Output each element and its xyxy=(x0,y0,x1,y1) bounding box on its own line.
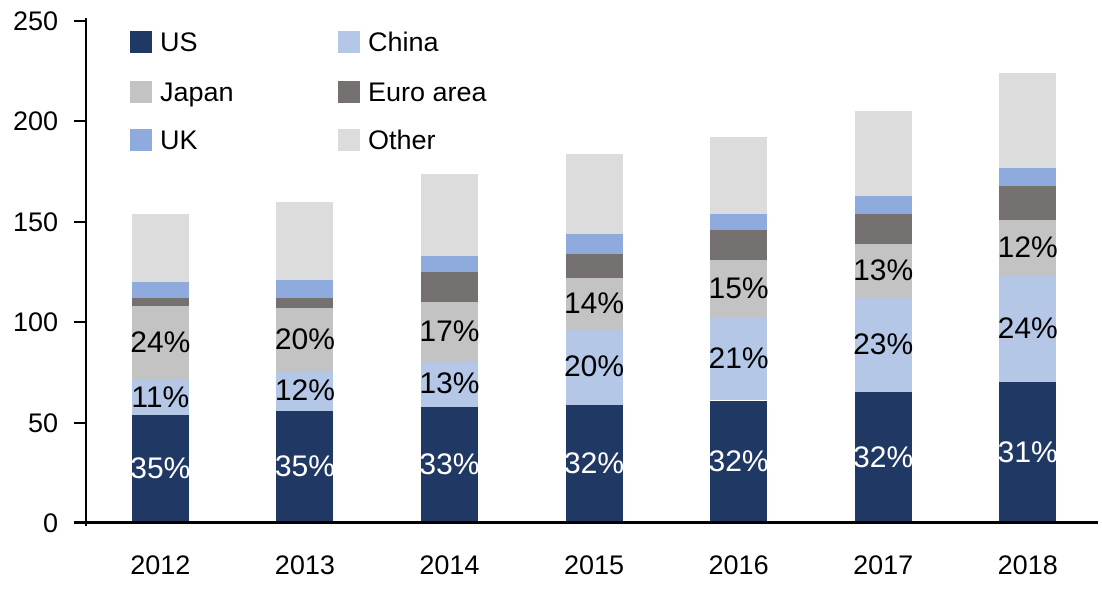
x-axis-label-2013: 2013 xyxy=(274,550,335,580)
bar-2013-other-segment xyxy=(276,201,334,281)
x-axis-label-2012: 2012 xyxy=(130,550,191,580)
bar-2017-china-label: 23% xyxy=(853,328,914,362)
legend-label-euro-area: Euro area xyxy=(368,77,487,107)
legend-label-uk: UK xyxy=(160,125,198,155)
bar-2015-uk-segment xyxy=(565,233,623,254)
bar-2018-uk-segment xyxy=(999,167,1057,186)
bar-2014-uk-segment xyxy=(420,255,478,272)
bar-2018-japan-segment xyxy=(999,219,1057,276)
legend-label-china: China xyxy=(368,27,439,57)
bar-2014-japan-segment xyxy=(420,302,478,363)
x-axis-line xyxy=(74,521,1098,524)
bar-2014-us-segment xyxy=(420,406,478,523)
bar-2013-uk-segment xyxy=(276,280,334,299)
bar-2015-us-segment xyxy=(565,404,623,523)
bar-2017-japan-label: 13% xyxy=(853,253,914,287)
bar-2016-china-segment xyxy=(710,318,768,401)
x-axis-label-2017: 2017 xyxy=(853,550,914,580)
bar-2018-other-segment xyxy=(999,73,1057,168)
bar-2016-other-segment xyxy=(710,137,768,214)
y-axis-tick xyxy=(74,220,87,223)
bar-2017-us-segment xyxy=(854,392,912,523)
bar-2017-us-label: 32% xyxy=(853,440,914,474)
legend-swatch-uk-icon xyxy=(130,129,152,151)
bar-2016-japan-label: 15% xyxy=(708,272,769,306)
bar-2013-us-label: 35% xyxy=(274,449,335,483)
bar-2017-uk-segment xyxy=(854,195,912,214)
bar-2017-japan-segment xyxy=(854,243,912,299)
bar-2013-japan-label: 20% xyxy=(274,323,335,357)
x-axis-label-2018: 2018 xyxy=(997,550,1058,580)
bar-2016-china-label: 21% xyxy=(708,342,769,376)
legend-label-us: US xyxy=(160,27,198,57)
bar-2013-us-segment xyxy=(276,410,334,523)
bar-2012-japan-label: 24% xyxy=(130,326,191,360)
legend-swatch-euro-area-icon xyxy=(338,81,360,103)
legend-swatch-japan-icon xyxy=(130,81,152,103)
y-axis-tick-label: 150 xyxy=(12,206,58,237)
bar-2016-euro-area-segment xyxy=(710,229,768,260)
x-axis-label-2016: 2016 xyxy=(708,550,769,580)
x-axis-label-2015: 2015 xyxy=(563,550,625,580)
bar-2012-other-segment xyxy=(131,213,189,283)
x-axis-label-2014: 2014 xyxy=(419,550,480,580)
legend-swatch-us-icon xyxy=(130,31,152,53)
bar-2015-us-label: 32% xyxy=(563,446,625,480)
bar-2015-euro-area-segment xyxy=(565,253,623,279)
bar-2014-euro-area-segment xyxy=(420,272,478,303)
bar-2012-euro-area-segment xyxy=(131,298,189,307)
bar-2018-euro-area-segment xyxy=(999,185,1057,220)
y-axis-tick xyxy=(74,120,87,123)
bar-2014-china-segment xyxy=(420,362,478,407)
bar-2013-euro-area-segment xyxy=(276,298,334,309)
bar-2015-china-segment xyxy=(565,330,623,405)
bar-2018-us-label: 31% xyxy=(997,435,1058,469)
y-axis-tick-label: 0 xyxy=(42,508,58,538)
bar-2013-china-segment xyxy=(276,372,334,411)
bar-2016-us-segment xyxy=(710,400,768,523)
bar-2014-japan-label: 17% xyxy=(419,315,480,349)
bar-2014-other-segment xyxy=(420,173,478,256)
legend-label-japan: Japan xyxy=(160,77,234,107)
bar-2017-euro-area-segment xyxy=(854,213,912,244)
y-axis-tick-label: 100 xyxy=(12,307,58,338)
bar-2012-china-label: 11% xyxy=(131,380,190,414)
bar-2018-us-segment xyxy=(999,382,1057,523)
bar-2016-japan-segment xyxy=(710,259,768,319)
y-axis-tick-label: 200 xyxy=(12,106,58,137)
bar-2016-uk-segment xyxy=(710,213,768,230)
bar-2014-us-label: 33% xyxy=(419,447,480,481)
bar-2012-japan-segment xyxy=(131,306,189,381)
bar-2013-china-label: 12% xyxy=(274,374,335,408)
y-axis-line xyxy=(85,18,87,526)
y-axis-tick-label: 50 xyxy=(27,407,58,438)
bar-2017-other-segment xyxy=(854,111,912,196)
bar-2015-other-segment xyxy=(565,153,623,234)
y-axis-tick xyxy=(74,20,87,22)
y-axis-tick xyxy=(74,321,87,324)
legend-swatch-other-icon xyxy=(338,129,360,151)
y-axis-tick xyxy=(74,421,87,424)
bar-2018-japan-label: 12% xyxy=(997,230,1058,264)
bar-2015-china-label: 20% xyxy=(563,350,625,384)
legend-swatch-china-icon xyxy=(338,31,360,53)
bar-2012-china-segment xyxy=(131,380,189,415)
bar-2014-china-label: 13% xyxy=(419,367,480,401)
bar-2015-japan-label: 14% xyxy=(563,287,625,321)
bar-2013-japan-segment xyxy=(276,308,334,373)
bar-2018-china-segment xyxy=(999,276,1057,383)
legend-label-other: Other xyxy=(368,125,436,155)
bar-2012-us-label: 35% xyxy=(130,451,191,485)
bar-2012-us-segment xyxy=(131,414,189,523)
bar-2017-china-segment xyxy=(854,298,912,393)
bar-2016-us-label: 32% xyxy=(708,444,769,478)
bar-2012-uk-segment xyxy=(131,282,189,299)
bar-2015-japan-segment xyxy=(565,278,623,331)
bar-2018-china-label: 24% xyxy=(997,312,1058,346)
y-axis-tick-label: 250 xyxy=(12,6,58,36)
